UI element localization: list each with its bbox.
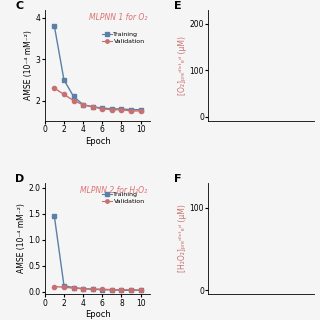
Validation (120, 288, 124, 292)
Text: E: E (174, 1, 182, 11)
Validation (139, 288, 142, 292)
Training (72, 286, 76, 290)
Line: Validation: Validation (52, 284, 143, 292)
Text: D: D (15, 174, 25, 184)
Text: F: F (174, 174, 182, 184)
Validation (110, 288, 114, 292)
Validation (91, 287, 95, 291)
Text: MLPNN 2 for H₂O₂: MLPNN 2 for H₂O₂ (80, 186, 147, 195)
Validation (52, 285, 56, 289)
Training (110, 107, 114, 111)
Legend: Training, Validation: Training, Validation (100, 189, 147, 206)
Validation (129, 288, 133, 292)
Training (91, 287, 95, 291)
Validation (62, 92, 66, 96)
Training (139, 108, 142, 112)
Line: Training: Training (52, 24, 143, 112)
Training (62, 78, 66, 82)
Text: MLPNN 1 for O₂: MLPNN 1 for O₂ (89, 13, 147, 22)
Training (100, 106, 104, 110)
Validation (120, 108, 124, 112)
Line: Validation: Validation (52, 86, 143, 113)
Validation (100, 107, 104, 111)
Line: Training: Training (52, 214, 143, 292)
Training (129, 108, 133, 112)
Training (110, 288, 114, 292)
Validation (81, 103, 85, 107)
Validation (62, 285, 66, 289)
Training (129, 288, 133, 292)
Validation (100, 287, 104, 291)
Legend: Training, Validation: Training, Validation (100, 29, 147, 46)
Training (52, 214, 56, 218)
Validation (72, 99, 76, 102)
Training (120, 288, 124, 292)
Training (81, 103, 85, 107)
Validation (72, 286, 76, 290)
Y-axis label: [O₂]ₚᵣₑᵈᴵᶜᵗₑᵈ (μM): [O₂]ₚᵣₑᵈᴵᶜᵗₑᵈ (μM) (178, 36, 187, 95)
Y-axis label: [H₂O₂]ₚᵣₑᵈᴵᶜᵗₑᵈ (μM): [H₂O₂]ₚᵣₑᵈᴵᶜᵗₑᵈ (μM) (178, 204, 187, 273)
Training (52, 24, 56, 28)
Training (62, 284, 66, 287)
Validation (129, 109, 133, 113)
Validation (52, 86, 56, 90)
Y-axis label: AMSE (10⁻⁴ mM⁻²): AMSE (10⁻⁴ mM⁻²) (17, 204, 26, 274)
Training (72, 94, 76, 98)
Validation (81, 287, 85, 291)
X-axis label: Epoch: Epoch (84, 137, 110, 146)
Training (139, 288, 142, 292)
Validation (110, 108, 114, 112)
Text: C: C (15, 1, 23, 11)
Training (91, 105, 95, 109)
Validation (139, 109, 142, 113)
X-axis label: Epoch: Epoch (84, 310, 110, 319)
Training (120, 107, 124, 111)
Y-axis label: AMSE (10⁻⁴ mM⁻²): AMSE (10⁻⁴ mM⁻²) (24, 30, 33, 100)
Training (81, 287, 85, 291)
Training (100, 288, 104, 292)
Validation (91, 105, 95, 109)
